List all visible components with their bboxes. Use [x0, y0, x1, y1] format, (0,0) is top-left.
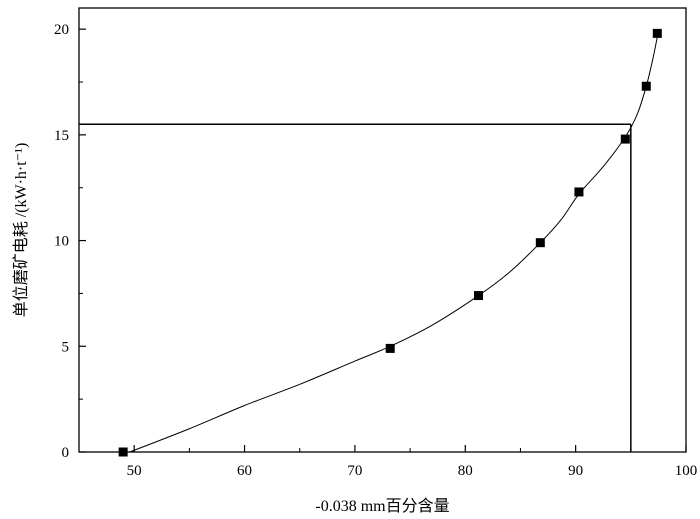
axes: [78, 7, 687, 453]
data-point: [535, 238, 545, 248]
data-point: [574, 187, 584, 197]
x-tick-label: 50: [127, 463, 142, 479]
x-tick-label: 60: [237, 463, 252, 479]
y-tick-label: 0: [62, 445, 70, 461]
data-points: [118, 28, 662, 457]
y-axis-title: 单位磨矿电耗 /(kW·h·t⁻¹): [12, 143, 30, 318]
y-tick-label: 20: [54, 22, 69, 38]
reference-lines: [79, 123, 632, 452]
y-tick-label: 15: [54, 128, 69, 144]
data-point: [118, 447, 128, 457]
data-point: [474, 291, 484, 301]
x-tick-label: 80: [458, 463, 473, 479]
tick-labels: 50 60 70 80 90 100 0 5 10 15 20: [54, 22, 697, 479]
y-tick-label: 5: [62, 339, 70, 355]
data-point: [385, 343, 395, 353]
fit-curve-line: [129, 31, 659, 453]
x-tick-label: 90: [568, 463, 583, 479]
y-tick-label: 10: [54, 234, 69, 250]
fit-curve: [129, 31, 659, 453]
plot-frame: [78, 7, 687, 453]
x-tick-label: 100: [675, 463, 698, 479]
x-axis-title: -0.038 mm百分含量: [315, 497, 449, 515]
x-tick-label: 70: [347, 463, 362, 479]
data-point: [620, 134, 630, 144]
data-point: [652, 28, 662, 38]
data-point: [641, 81, 651, 91]
